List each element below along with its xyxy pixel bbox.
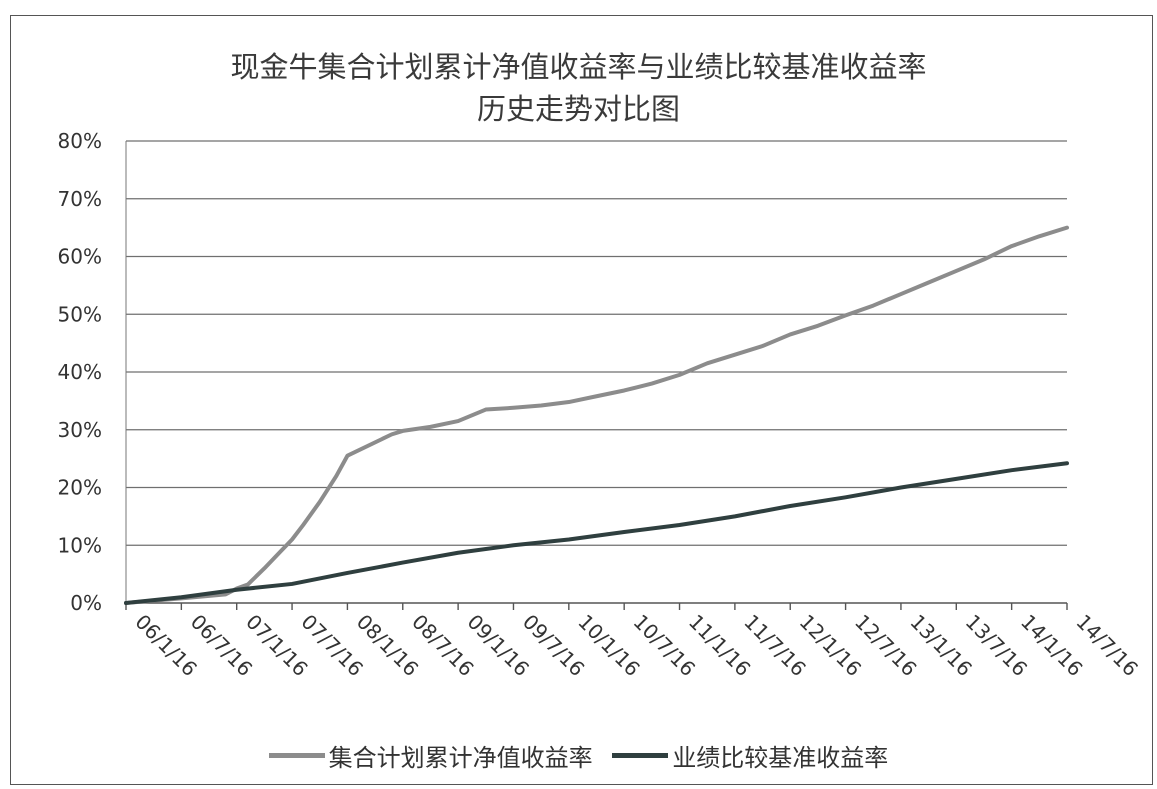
y-tick-label: 50% — [58, 302, 102, 326]
series-line-1 — [124, 461, 1069, 605]
series-line-0 — [124, 225, 1069, 605]
y-tick-label: 60% — [58, 245, 102, 269]
y-tick-label: 20% — [58, 476, 102, 500]
x-axis-ticks: 06/1/1606/7/1607/1/1607/7/1608/1/1608/7/… — [130, 610, 1142, 681]
legend: 集合计划累计净值收益率 业绩比较基准收益率 — [0, 736, 1157, 773]
y-tick-label: 70% — [58, 187, 102, 211]
legend-item-nav-return: 集合计划累计净值收益率 — [268, 738, 593, 773]
legend-swatch-benchmark — [612, 753, 669, 758]
gridlines — [126, 140, 1067, 546]
y-tick-label: 0% — [70, 591, 102, 615]
chart-subtitle: 历史走势对比图 — [476, 92, 680, 126]
y-tick-label: 80% — [58, 129, 102, 153]
y-axis-ticks: 0% 10% 20% 30% 40% 50% 60% 70% 80% — [58, 129, 102, 615]
x-axis — [125, 141, 1068, 610]
y-tick-label: 40% — [58, 360, 102, 384]
legend-swatch-nav-return — [268, 753, 325, 758]
series-lines — [124, 225, 1069, 605]
y-tick-label: 30% — [58, 418, 102, 442]
legend-item-benchmark: 业绩比较基准收益率 — [612, 738, 888, 773]
legend-label-nav-return: 集合计划累计净值收益率 — [328, 744, 593, 772]
chart-title: 现金牛集合计划累计净值收益率与业绩比较基准收益率 — [230, 50, 927, 84]
x-tick-label: 14/7/16 — [1071, 610, 1142, 681]
legend-label-benchmark: 业绩比较基准收益率 — [672, 744, 889, 772]
y-tick-label: 10% — [58, 533, 102, 557]
